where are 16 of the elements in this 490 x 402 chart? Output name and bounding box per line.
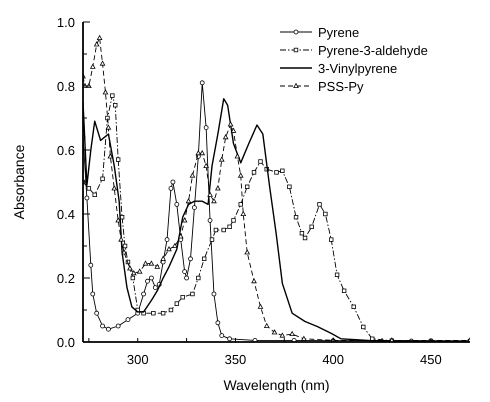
legend-label: Pyrene-3-aldehyde <box>318 43 428 58</box>
x-tick-label: 400 <box>322 352 344 367</box>
legend-label: 3-Vinylpyrene <box>318 61 398 76</box>
x-tick-label: 350 <box>224 352 246 367</box>
x-tick-label: 450 <box>420 352 442 367</box>
y-tick-label: 0.4 <box>56 207 75 222</box>
y-tick-label: 0.0 <box>56 335 75 350</box>
y-tick-label: 0.6 <box>56 143 75 158</box>
y-axis-title: Absorbance <box>11 144 27 220</box>
x-tick-label: 300 <box>126 352 149 367</box>
x-axis-title: Wavelength (nm) <box>223 377 330 393</box>
y-tick-label: 1.0 <box>56 15 75 30</box>
legend-label: PSS-Py <box>318 79 364 94</box>
y-tick-label: 0.8 <box>56 79 75 94</box>
legend-label: Pyrene <box>318 25 360 40</box>
y-tick-label: 0.2 <box>56 271 75 286</box>
